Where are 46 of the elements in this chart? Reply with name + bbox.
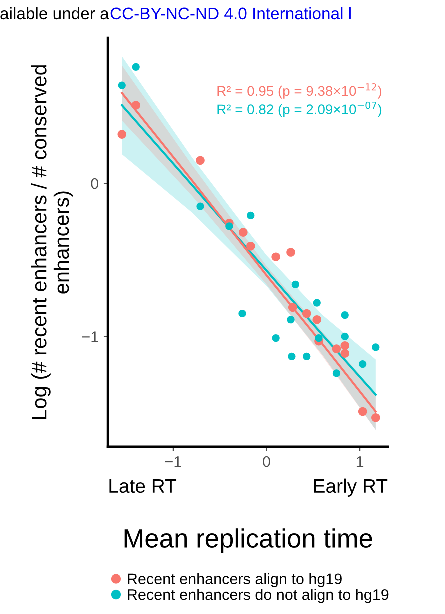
legend-label: Recent enhancers align to hg19 [128, 573, 342, 588]
point [315, 334, 323, 342]
point [341, 332, 349, 341]
point [341, 311, 349, 320]
x-tick-label: 1 [356, 456, 364, 468]
point [302, 309, 312, 318]
x-tick-label: 0 [263, 456, 270, 468]
point [372, 344, 380, 352]
point [332, 344, 342, 354]
point [358, 407, 368, 416]
text: ailable under a [0, 7, 110, 20]
text: Late RT [110, 480, 177, 494]
y-axis-title: Log (# recent enhancers / # conserved enhancers) [31, 66, 74, 420]
point [288, 352, 296, 360]
point [340, 342, 350, 350]
point [272, 252, 280, 262]
x-tick-label: −1 [165, 456, 182, 468]
point [372, 414, 380, 422]
x-axis-title: Mean replication time [124, 528, 372, 554]
point [340, 349, 350, 358]
annotation: R² = 0.82 (p = 2.09×10$^{−07}$) [218, 102, 382, 118]
point [292, 280, 300, 288]
text: Early RT [314, 478, 388, 497]
annotation: R² = 0.95 (p = 9.38×10$^{−12}$) [218, 83, 382, 99]
point [196, 202, 204, 210]
point [287, 316, 295, 324]
point [286, 248, 296, 257]
point [332, 370, 341, 378]
point [288, 303, 298, 312]
legend-label: Recent enhancers do not align to hg19 [128, 589, 389, 604]
point [313, 299, 321, 307]
point [359, 360, 367, 368]
point [246, 242, 256, 251]
point [118, 130, 127, 139]
point [196, 156, 205, 165]
point [226, 222, 234, 230]
point [238, 310, 246, 318]
point [312, 315, 322, 324]
point [239, 228, 248, 237]
point [272, 334, 280, 342]
point [247, 212, 255, 220]
text: CC-BY-NC-ND 4.0 International l [110, 7, 351, 20]
point [118, 82, 126, 90]
point [132, 101, 141, 110]
point [132, 63, 140, 71]
point [303, 352, 311, 360]
